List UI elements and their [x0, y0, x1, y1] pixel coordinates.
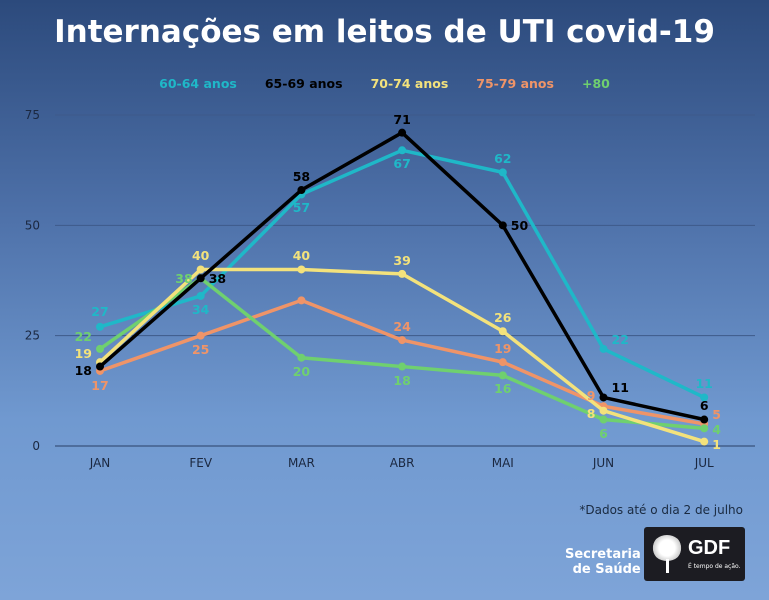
legend-item: 70-74 anos	[370, 76, 449, 91]
data-point	[297, 296, 306, 305]
data-point	[297, 186, 306, 195]
data-label: 6	[700, 398, 709, 413]
data-label: 9	[587, 388, 596, 403]
gdf-logo-text: GDF	[688, 537, 731, 559]
x-tick-label: JUN	[592, 456, 614, 470]
x-tick-label: ABR	[390, 456, 415, 470]
data-label: 11	[695, 376, 712, 391]
data-label: 8	[587, 406, 596, 421]
legend-item: 75-79 anos	[476, 76, 554, 91]
data-label: 20	[293, 364, 311, 379]
secretaria-saude-logo: Secretaria de Saúde	[565, 547, 641, 577]
x-tick-label: JAN	[89, 456, 111, 470]
data-label: 71	[393, 112, 410, 127]
legend-item: 65-69 anos	[264, 76, 343, 91]
data-point	[498, 358, 507, 367]
data-label: 40	[293, 248, 311, 263]
data-label: 57	[293, 200, 310, 215]
data-point	[700, 437, 709, 446]
data-point	[297, 265, 306, 274]
data-point	[196, 274, 205, 283]
data-label: 62	[494, 151, 511, 166]
org-line-2: de Saúde	[572, 562, 641, 577]
data-point	[196, 331, 205, 340]
data-point	[599, 344, 608, 353]
y-tick-label: 0	[32, 439, 40, 453]
data-label: 34	[192, 302, 210, 317]
y-tick-label: 75	[25, 108, 40, 122]
data-point	[700, 424, 709, 433]
data-point	[498, 371, 507, 380]
data-label: 39	[393, 253, 410, 268]
gdf-slogan: É tempo de ação.	[688, 563, 741, 570]
data-point	[599, 406, 608, 415]
tree-icon	[652, 535, 682, 561]
data-label: 58	[293, 169, 310, 184]
org-line-1: Secretaria	[565, 547, 641, 562]
data-point	[599, 415, 608, 424]
legend-item: +80	[581, 76, 610, 91]
data-point	[398, 269, 407, 278]
data-label: 19	[75, 346, 92, 361]
data-point	[398, 146, 407, 155]
data-label: 19	[494, 341, 511, 356]
data-label: 24	[393, 319, 411, 334]
x-tick-label: FEV	[189, 456, 212, 470]
data-label: 5	[712, 407, 721, 422]
data-point	[498, 221, 507, 230]
data-label: 38	[209, 271, 226, 286]
data-point	[398, 362, 407, 371]
data-point	[297, 353, 306, 362]
data-label: 25	[192, 342, 209, 357]
data-label: 11	[612, 380, 629, 395]
data-point	[398, 336, 407, 345]
data-label: 1	[712, 437, 721, 452]
data-label: 22	[612, 332, 629, 347]
data-label: 22	[75, 329, 92, 344]
data-point	[700, 415, 709, 424]
data-point	[498, 168, 507, 177]
tree-trunk	[666, 559, 669, 573]
y-tick-label: 25	[25, 329, 40, 343]
x-tick-label: JUL	[694, 456, 714, 470]
data-label: 26	[494, 310, 512, 325]
data-point	[96, 344, 104, 353]
data-point	[96, 362, 104, 371]
data-point	[599, 393, 608, 402]
data-point	[96, 322, 104, 331]
legend: 60-64 anos 65-69 anos 70-74 anos 75-79 anos…	[0, 76, 769, 91]
y-tick-label: 50	[25, 218, 40, 232]
data-label: 6	[599, 426, 608, 441]
x-tick-label: MAI	[492, 456, 514, 470]
legend-item: 60-64 anos	[159, 76, 237, 91]
data-point	[196, 265, 205, 274]
data-label: 16	[494, 381, 512, 396]
data-label: 67	[393, 156, 410, 171]
data-point	[498, 327, 507, 336]
data-label: 18	[393, 373, 410, 388]
data-point	[700, 393, 709, 402]
data-point	[196, 291, 205, 300]
chart-title: Internações em leitos de UTI covid-19	[54, 14, 715, 50]
data-label: 4	[712, 422, 721, 437]
x-tick-label: MAR	[288, 456, 315, 470]
gdf-logo: GDF É tempo de ação.	[644, 527, 745, 581]
data-label: 18	[75, 363, 92, 378]
data-label: 50	[511, 218, 529, 233]
data-label: 40	[192, 248, 210, 263]
data-label: 27	[91, 304, 108, 319]
data-note: *Dados até o dia 2 de julho	[579, 503, 743, 517]
data-point	[398, 128, 407, 137]
data-label: 38	[175, 271, 192, 286]
data-label: 17	[91, 378, 108, 393]
